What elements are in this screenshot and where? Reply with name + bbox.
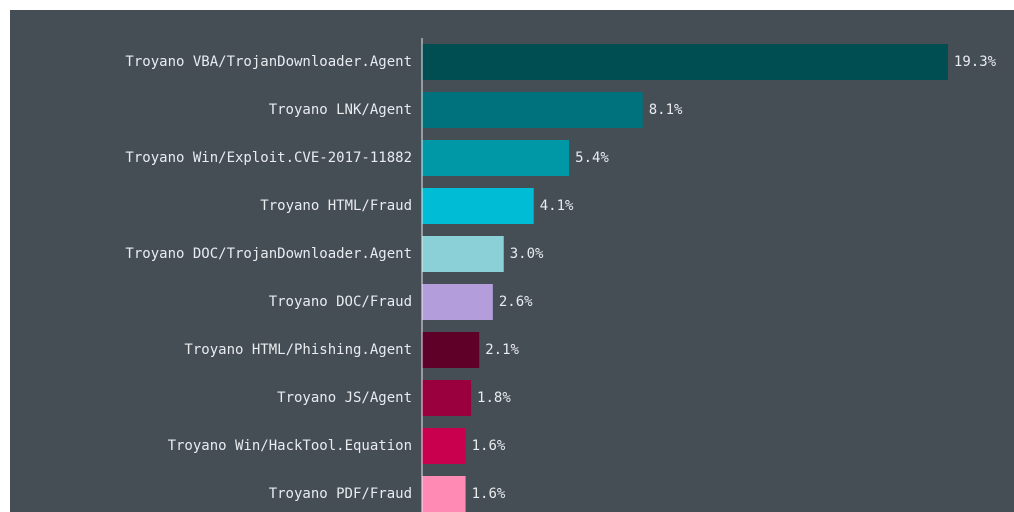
category-label: Troyano HTML/Phishing.Agent [184,342,412,358]
value-label: 2.1% [485,342,519,358]
category-label: Troyano VBA/TrojanDownloader.Agent [125,54,412,70]
value-label: 5.4% [575,150,609,166]
bar [422,44,948,80]
bar [422,92,643,128]
value-label: 8.1% [649,102,683,118]
value-label: 4.1% [540,198,574,214]
category-label: Troyano HTML/Fraud [260,198,412,214]
category-label: Troyano DOC/Fraud [269,294,412,310]
category-label: Troyano Win/HackTool.Equation [168,438,412,454]
bar [422,380,472,416]
category-label: Troyano DOC/TrojanDownloader.Agent [125,246,412,262]
bar [422,284,493,320]
value-label: 3.0% [510,246,544,262]
value-label: 1.6% [472,486,506,502]
bar [422,188,534,224]
bar [422,140,570,176]
bar [422,428,466,464]
value-label: 1.8% [477,390,511,406]
bar [422,476,466,512]
bar [422,332,480,368]
category-label: Troyano LNK/Agent [269,102,412,118]
bar [422,236,504,272]
value-label: 19.3% [954,54,997,70]
category-label: Troyano PDF/Fraud [269,486,412,502]
value-label: 2.6% [499,294,533,310]
category-label: Troyano Win/Exploit.CVE-2017-11882 [125,150,412,166]
value-label: 1.6% [472,438,506,454]
category-label: Troyano JS/Agent [277,390,412,406]
